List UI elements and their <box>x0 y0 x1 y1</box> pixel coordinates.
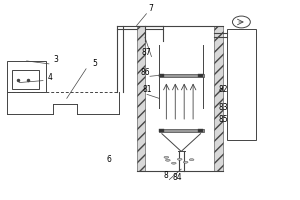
Ellipse shape <box>166 159 170 161</box>
Bar <box>159 129 203 132</box>
Text: 82: 82 <box>218 85 228 94</box>
Ellipse shape <box>164 156 169 158</box>
Bar <box>214 26 223 171</box>
Bar <box>198 129 203 132</box>
Text: 84: 84 <box>172 173 182 182</box>
Ellipse shape <box>171 162 176 164</box>
Text: 3: 3 <box>53 55 58 64</box>
Ellipse shape <box>177 158 182 160</box>
Bar <box>136 26 145 171</box>
Bar <box>7 61 46 92</box>
Ellipse shape <box>189 159 194 161</box>
Bar <box>12 70 38 89</box>
Text: 83: 83 <box>218 103 228 112</box>
Text: 7: 7 <box>148 4 153 13</box>
Bar <box>198 74 203 77</box>
Bar <box>159 129 164 132</box>
Ellipse shape <box>183 161 188 163</box>
Bar <box>159 74 164 77</box>
Text: 85: 85 <box>218 115 228 124</box>
Text: 4: 4 <box>47 73 52 82</box>
Text: 8: 8 <box>164 171 168 180</box>
Bar <box>159 74 203 77</box>
Text: 81: 81 <box>142 85 152 94</box>
Text: 87: 87 <box>142 48 151 57</box>
Text: 86: 86 <box>140 68 150 77</box>
Text: 5: 5 <box>92 59 97 68</box>
Text: 6: 6 <box>107 155 112 164</box>
Bar <box>227 29 256 140</box>
